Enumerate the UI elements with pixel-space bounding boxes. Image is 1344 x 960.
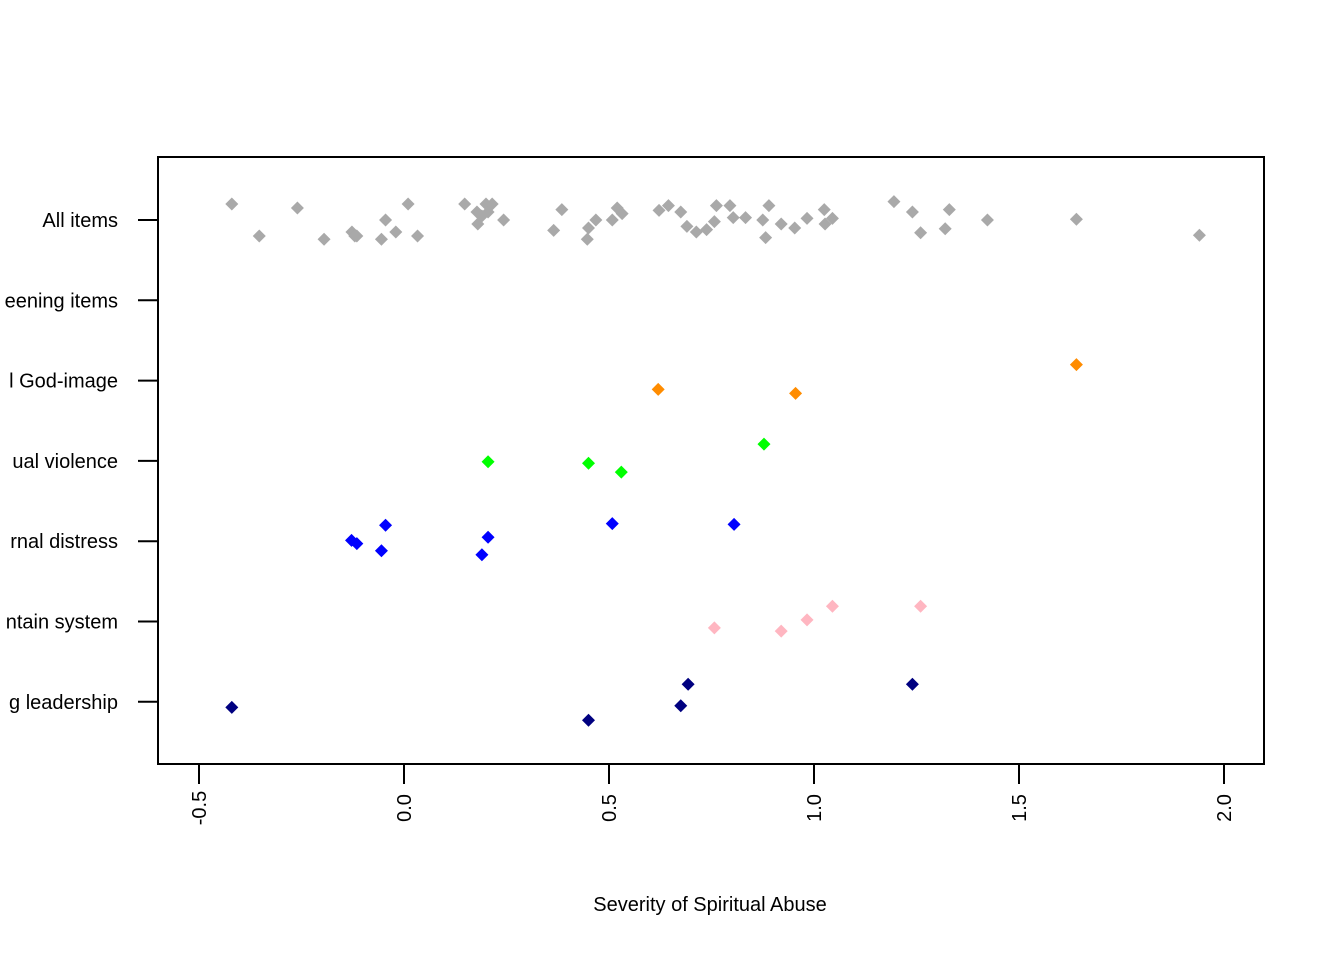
- data-point: [651, 382, 665, 396]
- data-point: [938, 222, 952, 236]
- data-point: [1069, 212, 1083, 226]
- data-point: [800, 613, 814, 627]
- data-point: [615, 207, 629, 221]
- data-point: [379, 213, 393, 227]
- data-point: [800, 211, 814, 225]
- data-point: [707, 215, 721, 229]
- data-point: [727, 517, 741, 531]
- data-point: [774, 217, 788, 231]
- data-point: [580, 232, 594, 246]
- data-point: [825, 211, 839, 225]
- x-axis-title: Severity of Spiritual Abuse: [593, 894, 826, 916]
- data-point: [374, 544, 388, 558]
- data-point: [582, 713, 595, 727]
- y-axis: All items eening items l God-image ual viol…: [5, 210, 158, 714]
- data-point: [481, 530, 495, 544]
- data-point: [225, 197, 239, 211]
- y-tick-label: rnal distress: [10, 531, 118, 553]
- data-point: [674, 205, 688, 219]
- data-point: [582, 221, 595, 235]
- data-point: [481, 455, 495, 469]
- data-point: [788, 221, 802, 235]
- data-point: [759, 231, 773, 245]
- data-point: [914, 599, 928, 613]
- data-point: [589, 213, 603, 227]
- y-tick-label: g leadership: [9, 692, 118, 714]
- data-point: [458, 197, 472, 211]
- data-point: [350, 537, 364, 551]
- data-point: [389, 225, 403, 239]
- plot-frame: [157, 156, 1265, 765]
- data-point: [980, 213, 994, 227]
- x-axis: -0.5 0.0 0.5 1.0 1.5 2.0: [189, 763, 1236, 825]
- data-point: [680, 219, 694, 233]
- data-point: [905, 677, 919, 691]
- data-point: [709, 199, 723, 213]
- data-point: [555, 203, 569, 217]
- data-point: [756, 213, 770, 227]
- data-point: [350, 229, 364, 243]
- data-point: [689, 225, 703, 239]
- data-point: [674, 699, 688, 713]
- data-point: [401, 197, 415, 211]
- data-point: [887, 195, 901, 209]
- data-point: [497, 213, 511, 227]
- data-point: [252, 229, 266, 243]
- data-point: [614, 465, 628, 479]
- data-point: [547, 223, 561, 237]
- data-point: [652, 203, 666, 217]
- data-point: [605, 213, 619, 227]
- data-point: [374, 232, 388, 246]
- x-tick-label: 0.0: [394, 794, 416, 822]
- data-point: [379, 518, 393, 532]
- data-point: [914, 226, 928, 240]
- data-point: [723, 199, 737, 213]
- x-tick-label: 0.5: [599, 794, 621, 822]
- x-tick-label: 1.5: [1009, 794, 1031, 822]
- data-point: [739, 211, 753, 225]
- data-point: [225, 700, 239, 714]
- x-tick-label: -0.5: [189, 791, 211, 825]
- y-tick-label: All items: [42, 210, 118, 232]
- y-tick-label: ual violence: [12, 451, 118, 473]
- y-tick-label: l God-image: [9, 371, 118, 393]
- data-point: [582, 456, 595, 470]
- data-point: [485, 197, 499, 211]
- data-point: [290, 201, 304, 215]
- data-point: [774, 624, 788, 638]
- data-point: [707, 621, 721, 635]
- data-point: [605, 517, 619, 531]
- data-point: [762, 199, 776, 213]
- data-point: [726, 211, 740, 225]
- data-point: [317, 232, 331, 246]
- data-point: [700, 223, 714, 237]
- x-tick-label: 1.0: [804, 794, 826, 822]
- data-point: [817, 203, 831, 217]
- data-point: [905, 205, 919, 219]
- y-tick-label: eening items: [5, 290, 118, 312]
- x-tick-label: 2.0: [1214, 794, 1236, 822]
- data-point: [1192, 228, 1206, 242]
- data-point: [681, 677, 695, 691]
- data-point: [661, 199, 675, 213]
- data-points: [225, 195, 1206, 727]
- data-point: [411, 229, 425, 243]
- y-tick-label: ntain system: [6, 612, 118, 634]
- data-point: [825, 599, 839, 613]
- data-point: [942, 203, 956, 217]
- data-point: [789, 386, 803, 400]
- data-point: [475, 548, 489, 562]
- data-point: [757, 437, 771, 451]
- data-point: [1069, 358, 1083, 372]
